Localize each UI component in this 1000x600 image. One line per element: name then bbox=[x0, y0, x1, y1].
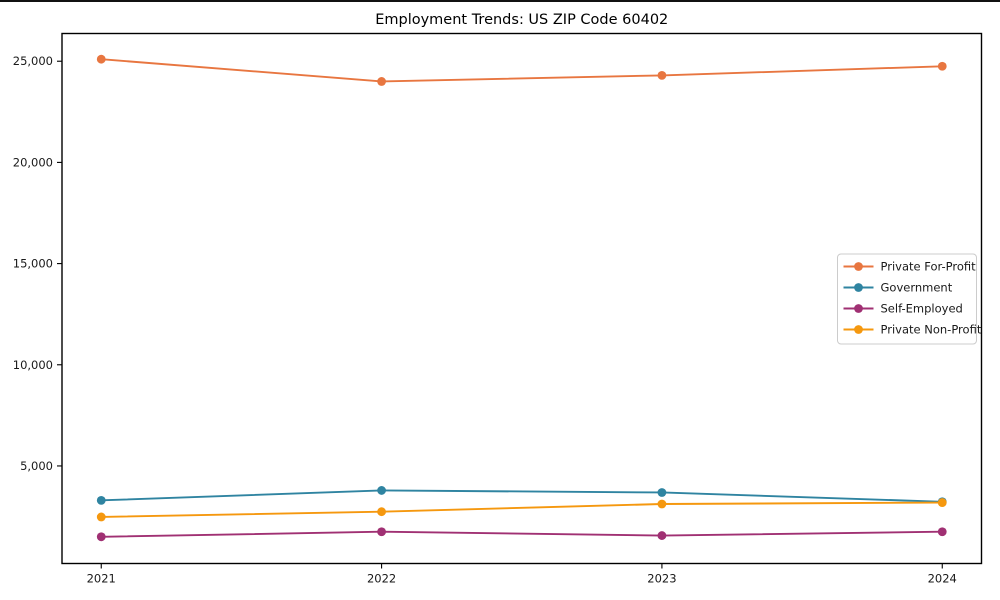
data-point-self-employed bbox=[937, 527, 947, 537]
legend-marker bbox=[854, 304, 863, 313]
data-point-private-for-profit bbox=[657, 70, 667, 80]
legend-item-label: Self-Employed bbox=[881, 302, 963, 316]
data-point-self-employed bbox=[96, 532, 106, 542]
y-tick-label: 5,000 bbox=[20, 459, 53, 473]
plot-frame bbox=[61, 32, 983, 565]
data-point-self-employed bbox=[377, 527, 386, 537]
data-point-government bbox=[377, 486, 386, 495]
y-tick-label: 25,000 bbox=[13, 54, 53, 68]
legend-item-label: Private For-Profit bbox=[881, 260, 977, 274]
y-tick-label: 15,000 bbox=[13, 257, 53, 271]
legend-box bbox=[837, 253, 977, 345]
data-point-private-for-profit bbox=[937, 61, 947, 71]
legend-marker bbox=[854, 325, 863, 334]
x-tick-label: 2022 bbox=[367, 572, 396, 586]
series-line-private-non-profit bbox=[101, 501, 943, 518]
x-tick-label: 2023 bbox=[647, 572, 676, 586]
data-point-private-non-profit bbox=[937, 498, 947, 507]
data-point-private-for-profit bbox=[96, 54, 106, 64]
data-point-self-employed bbox=[657, 531, 667, 540]
y-tick-label: 20,000 bbox=[13, 155, 53, 169]
data-point-private-non-profit bbox=[96, 512, 106, 522]
legend-marker bbox=[854, 262, 863, 271]
screen-top-edge bbox=[0, 0, 1000, 2]
data-point-government bbox=[96, 495, 106, 505]
data-point-private-for-profit bbox=[377, 77, 386, 86]
x-tick-label: 2021 bbox=[87, 572, 116, 586]
x-tick-label: 2024 bbox=[928, 572, 957, 586]
legend-item-label: Government bbox=[881, 281, 953, 295]
data-point-private-non-profit bbox=[377, 507, 386, 517]
legend-marker bbox=[854, 283, 863, 292]
data-point-government bbox=[657, 488, 667, 497]
series-line-government bbox=[101, 489, 943, 503]
series-line-private-for-profit bbox=[101, 58, 943, 83]
legend-item-label: Private Non-Profit bbox=[881, 323, 982, 337]
data-point-private-non-profit bbox=[657, 499, 667, 509]
y-tick-label: 10,000 bbox=[13, 358, 53, 372]
series-line-self-employed bbox=[101, 530, 943, 538]
chart-title: Employment Trends: US ZIP Code 60402 bbox=[375, 12, 668, 28]
